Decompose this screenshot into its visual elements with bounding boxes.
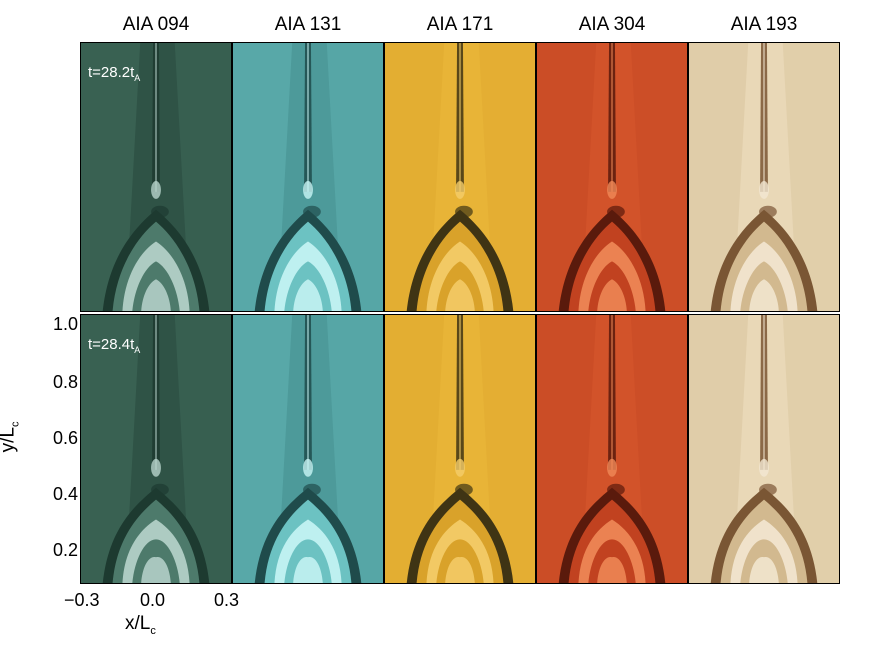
emission-panel	[384, 314, 536, 584]
y-tick-label: 0.6	[52, 428, 78, 448]
y-axis-label: y/Lc	[0, 421, 21, 452]
x-axis-label: x/Lc	[125, 613, 156, 637]
time-label-main: t=28.2t	[88, 64, 135, 81]
time-label-main: t=28.4t	[88, 336, 135, 353]
column-title-aia-094: AIA 094	[122, 14, 190, 35]
emission-panel	[232, 42, 384, 312]
time-label-row-2: t=28.4tA	[88, 336, 140, 355]
column-title-aia-171: AIA 171	[426, 14, 494, 35]
x-tick-label: −0.3	[64, 590, 100, 610]
y-axis-label-main: y/L	[0, 426, 19, 453]
x-tick-label: 0.0	[140, 590, 166, 610]
emission-panel	[536, 314, 688, 584]
emission-panel	[536, 42, 688, 312]
x-axis-label-sub: c	[150, 624, 156, 637]
emission-panel	[232, 314, 384, 584]
time-label-sub: A	[134, 73, 141, 83]
column-title-aia-193: AIA 193	[730, 14, 798, 35]
column-title-aia-131: AIA 131	[274, 14, 342, 35]
emission-panel	[384, 42, 536, 312]
time-label-row-1: t=28.2tA	[88, 64, 140, 83]
emission-panel	[688, 42, 840, 312]
y-axis-label-sub: c	[9, 421, 22, 427]
y-tick-label: 1.0	[52, 314, 78, 334]
emission-panel	[80, 42, 232, 312]
time-label-sub: A	[134, 345, 141, 355]
y-tick-label: 0.8	[52, 372, 78, 392]
emission-panel	[688, 314, 840, 584]
x-axis-label-main: x/L	[125, 613, 151, 634]
column-title-aia-304: AIA 304	[578, 14, 646, 35]
emission-panel	[80, 314, 232, 584]
y-tick-label: 0.4	[52, 484, 78, 504]
y-tick-label: 0.2	[52, 540, 78, 560]
x-tick-label: 0.3	[214, 590, 240, 610]
